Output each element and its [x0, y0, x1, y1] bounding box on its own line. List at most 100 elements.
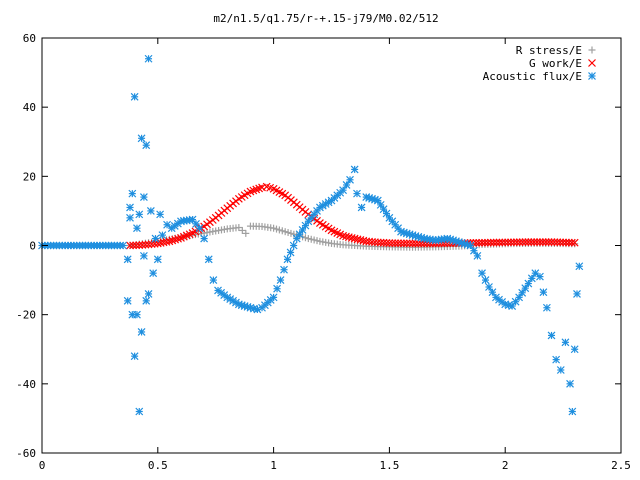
data-point: [144, 289, 153, 298]
data-point: [129, 241, 138, 250]
data-point: [200, 234, 209, 243]
data-point: [531, 269, 540, 278]
data-point: [350, 234, 359, 243]
data-point: [485, 283, 493, 291]
legend-label: R stress/E: [516, 44, 582, 57]
data-point: [564, 238, 573, 247]
data-point: [518, 238, 527, 247]
chart-title: m2/n1.5/q1.75/r-+.15-j79/M0.02/512: [213, 12, 438, 25]
x-tick-label: 0: [39, 459, 46, 472]
data-point: [156, 210, 165, 219]
data-point: [492, 238, 501, 247]
data-point: [575, 262, 584, 271]
x-tick-label: 0.5: [148, 459, 168, 472]
data-point: [144, 54, 153, 63]
data-point: [142, 296, 151, 305]
data-point: [495, 238, 504, 247]
data-point: [483, 238, 492, 247]
data-point: [139, 251, 148, 260]
data-point: [286, 248, 295, 257]
data-point: [504, 238, 513, 247]
data-point: [126, 213, 134, 222]
data-point: [153, 255, 162, 264]
data-point: [524, 238, 533, 246]
data-point: [133, 224, 141, 233]
data-point: [542, 303, 551, 312]
legend-label: Acoustic flux/E: [483, 70, 582, 83]
data-point: [391, 239, 400, 248]
data-point: [408, 239, 417, 248]
data-point: [567, 238, 576, 247]
data-point: [128, 189, 137, 198]
data-point: [158, 231, 167, 240]
data-point: [356, 236, 365, 244]
x-tick-label: 1.5: [379, 459, 399, 472]
legend-label: G work/E: [529, 57, 582, 70]
data-point: [188, 215, 197, 224]
data-point: [573, 289, 581, 298]
data-point: [518, 288, 527, 297]
data-point: [527, 238, 536, 246]
data-point: [135, 407, 144, 416]
data-point: [382, 238, 391, 247]
data-point: [209, 276, 218, 285]
data-point: [123, 296, 132, 305]
data-point: [235, 224, 243, 232]
data-point: [561, 338, 570, 347]
data-point: [273, 284, 281, 293]
x-tick-label: 1: [270, 459, 277, 472]
data-point: [512, 238, 521, 247]
data-point: [507, 238, 515, 247]
data-point: [339, 186, 348, 195]
data-point: [376, 200, 385, 209]
data-point: [204, 255, 213, 264]
data-point: [130, 92, 139, 101]
y-tick-label: 60: [23, 32, 36, 45]
y-tick-label: -60: [16, 447, 36, 460]
y-tick-label: 20: [23, 170, 36, 183]
data-point: [135, 241, 144, 250]
data-point: [132, 241, 141, 250]
data-point: [171, 235, 180, 244]
data-point: [559, 238, 568, 247]
data-point: [481, 276, 490, 285]
data-point: [151, 234, 160, 243]
data-point: [568, 407, 577, 416]
data-point: [357, 203, 366, 212]
data-point: [547, 331, 556, 340]
data-point: [481, 238, 489, 247]
data-point: [394, 239, 403, 248]
data-point: [135, 210, 144, 219]
data-point: [552, 355, 561, 364]
data-point: [533, 238, 541, 246]
data-point: [133, 310, 141, 319]
data-point: [521, 284, 530, 293]
legend-marker: [588, 59, 596, 67]
data-point: [498, 238, 507, 247]
data-point: [399, 239, 408, 248]
data-point: [385, 239, 394, 248]
data-point: [515, 238, 524, 247]
y-tick-label: 0: [29, 240, 36, 253]
series-2: [38, 54, 584, 416]
data-point: [269, 293, 278, 302]
data-point: [538, 238, 547, 246]
data-point: [488, 288, 497, 297]
data-point: [174, 234, 182, 243]
data-point: [539, 288, 548, 297]
data-point: [137, 134, 146, 143]
data-point: [123, 255, 132, 264]
data-point: [570, 345, 579, 354]
data-point: [570, 238, 579, 247]
data-point: [511, 297, 520, 306]
data-point: [527, 274, 536, 283]
data-point: [501, 238, 510, 247]
data-point: [339, 231, 348, 240]
data-point: [475, 238, 484, 247]
data-point: [283, 255, 292, 264]
data-point: [289, 241, 298, 250]
data-point: [478, 238, 486, 247]
data-point: [137, 328, 146, 336]
